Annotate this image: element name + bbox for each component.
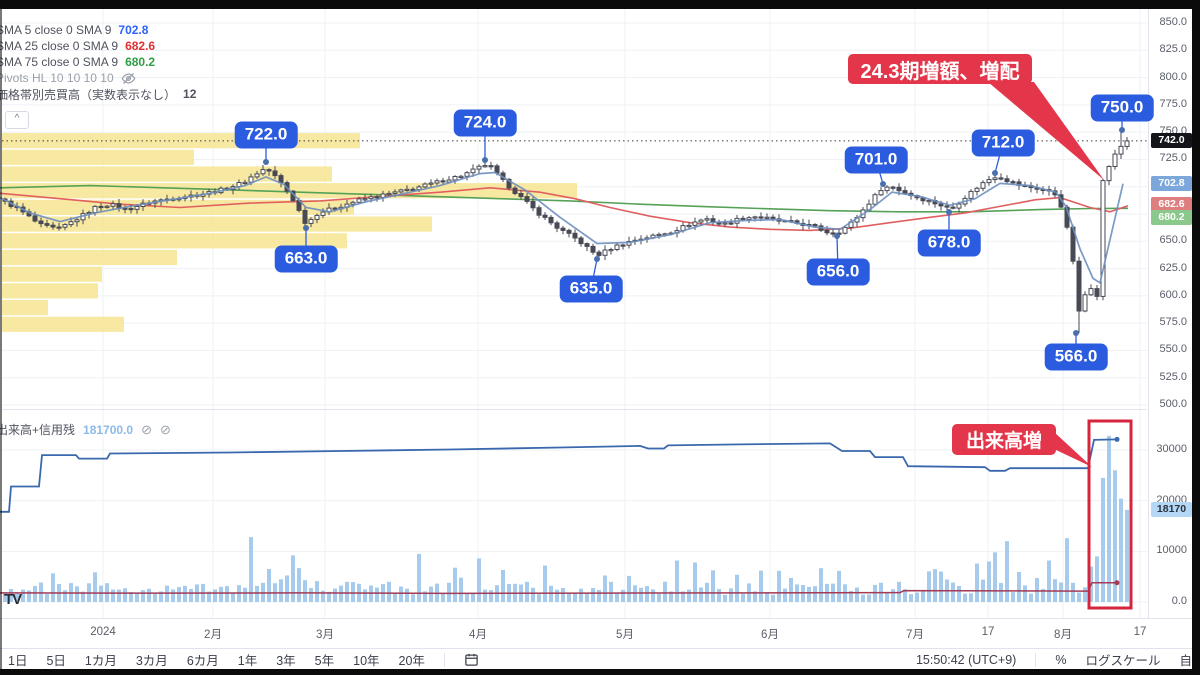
legend-label: Pivots HL 10 10 10 10 — [0, 71, 114, 85]
legend-row-4[interactable]: 価格帯別売買高（実数表示なし） 12 — [0, 86, 196, 102]
price-callout[interactable]: 566.0 — [1044, 343, 1108, 371]
time-axis-label: 17 — [981, 626, 995, 638]
time-axis-label: 4月 — [469, 629, 487, 641]
bottom-black-strip — [0, 669, 1200, 675]
time-axis-label: 7月 — [906, 629, 924, 641]
range-button-6カ月[interactable]: 6カ月 — [186, 654, 219, 668]
price-callout[interactable]: 722.0 — [234, 121, 298, 149]
eye-off-icon[interactable] — [121, 71, 136, 86]
price-callout[interactable]: 750.0 — [1090, 94, 1154, 122]
range-button-10年[interactable]: 10年 — [353, 654, 380, 668]
legend-value: 12 — [183, 87, 197, 101]
toolbar-divider — [443, 652, 445, 667]
legend-label: SMA 75 close 0 SMA 9 — [0, 55, 119, 69]
price-axis-label: 800.0 — [1159, 70, 1187, 83]
event-annotation-1[interactable]: 出来高増 — [952, 424, 1056, 455]
time-axis-label: 2月 — [204, 629, 222, 641]
price-axis-label: 525.0 — [1159, 370, 1187, 383]
time-axis-label: 3月 — [316, 629, 334, 641]
volume-pane-legend[interactable]: 出来高+信用残 181700.0 ⊘ ⊘ — [0, 421, 171, 438]
price-axis-label: 725.0 — [1159, 152, 1187, 165]
price-callout[interactable]: 678.0 — [917, 229, 981, 257]
price-badge-sma25: 682.6 — [1151, 196, 1192, 212]
price-axis-label: 500.0 — [1159, 398, 1187, 410]
bottom-toolbar: 1日 5日 1カ月 3カ月 6カ月 1年 3年 5年 10年 20年 15:50:42 (UTC+… — [0, 648, 1200, 670]
price-callout[interactable]: 635.0 — [559, 275, 623, 303]
indicator-legend: SMA 5 close 0 SMA 9 702.8 SMA 25 close 0 S… — [0, 22, 196, 102]
price-axis-label: 775.0 — [1159, 97, 1187, 110]
auto-scale-button[interactable]: 自 — [1179, 654, 1192, 668]
legend-row-2[interactable]: SMA 75 close 0 SMA 9 680.2 — [0, 54, 196, 70]
hidden-indicator-icon[interactable]: ⊘ — [141, 421, 152, 437]
legend-label: SMA 5 close 0 SMA 9 — [0, 23, 112, 37]
go-to-date-icon[interactable] — [464, 652, 479, 667]
legend-row-1[interactable]: SMA 25 close 0 SMA 9 682.6 — [0, 38, 196, 54]
toolbar-divider — [1035, 652, 1037, 667]
price-axis[interactable]: 850.0825.0800.0775.0750.0725.0700.0675.0… — [1148, 9, 1194, 649]
range-button-1カ月[interactable]: 1カ月 — [84, 654, 117, 668]
top-black-strip — [0, 0, 1200, 9]
right-black-strip — [1192, 0, 1200, 675]
price-callout[interactable]: 712.0 — [971, 129, 1035, 157]
price-axis-label: 650.0 — [1159, 234, 1187, 247]
log-scale-button[interactable]: ログスケール — [1085, 654, 1161, 668]
volume-axis-label: 30000 — [1156, 443, 1187, 455]
percent-scale-button[interactable]: % — [1055, 652, 1067, 667]
time-axis-label: 6月 — [761, 629, 779, 641]
time-axis-label: 8月 — [1054, 629, 1072, 641]
time-axis-label: 17 — [1133, 626, 1147, 638]
hidden-indicator-icon[interactable]: ⊘ — [159, 421, 171, 437]
time-axis-label: 5月 — [616, 629, 634, 641]
price-callout[interactable]: 663.0 — [274, 245, 338, 273]
range-button-5年[interactable]: 5年 — [314, 654, 335, 668]
range-button-5日[interactable]: 5日 — [46, 654, 66, 668]
volume-axis-label: 10000 — [1156, 544, 1187, 557]
legend-value: 680.2 — [125, 55, 156, 69]
range-button-1日[interactable]: 1日 — [8, 654, 28, 668]
range-button-20年[interactable]: 20年 — [398, 654, 425, 668]
price-axis-label: 825.0 — [1159, 43, 1187, 56]
price-axis-label: 575.0 — [1159, 316, 1187, 329]
price-badge-last: 742.0 — [1151, 133, 1192, 149]
range-button-3年[interactable]: 3年 — [276, 654, 296, 668]
tradingview-logo[interactable]: TV — [4, 591, 22, 608]
range-button-1年[interactable]: 1年 — [237, 654, 258, 668]
time-axis-label: 2024 — [90, 626, 116, 638]
price-callout[interactable]: 701.0 — [844, 146, 908, 174]
legend-collapse-button[interactable]: ^ — [5, 111, 29, 129]
legend-label: SMA 25 close 0 SMA 9 — [0, 39, 119, 53]
volume-badge: 18170 — [1151, 502, 1192, 518]
clock-display[interactable]: 15:50:42 (UTC+9) — [915, 652, 1017, 667]
price-axis-label: 850.0 — [1159, 16, 1187, 28]
price-axis-label: 625.0 — [1159, 261, 1187, 274]
price-callout[interactable]: 724.0 — [453, 109, 517, 137]
time-axis[interactable]: 2024 2月 3月 4月 5月 6月 7月 17 8月 17 — [0, 618, 1193, 649]
legend-label: 価格帯別売買高（実数表示なし） — [0, 87, 177, 102]
event-annotation-0[interactable]: 24.3期増額、増配 — [848, 54, 1032, 84]
volume-legend-value: 181700.0 — [83, 422, 134, 437]
price-badge-sma75: 680.2 — [1151, 209, 1192, 225]
price-axis-label: 550.0 — [1159, 343, 1187, 356]
legend-row-0[interactable]: SMA 5 close 0 SMA 9 702.8 — [0, 22, 196, 38]
legend-row-3[interactable]: Pivots HL 10 10 10 10 — [0, 70, 196, 86]
price-badge-sma5: 702.8 — [1151, 176, 1192, 192]
price-callout[interactable]: 656.0 — [806, 258, 870, 286]
price-axis-label: 600.0 — [1159, 288, 1187, 301]
volume-axis-label: 0.0 — [1171, 595, 1187, 607]
range-button-3カ月[interactable]: 3カ月 — [135, 654, 168, 668]
volume-legend-label: 出来高+信用残 — [0, 423, 76, 437]
left-edge-border — [0, 9, 2, 669]
legend-value: 682.6 — [125, 39, 156, 53]
legend-value: 702.8 — [118, 23, 149, 37]
